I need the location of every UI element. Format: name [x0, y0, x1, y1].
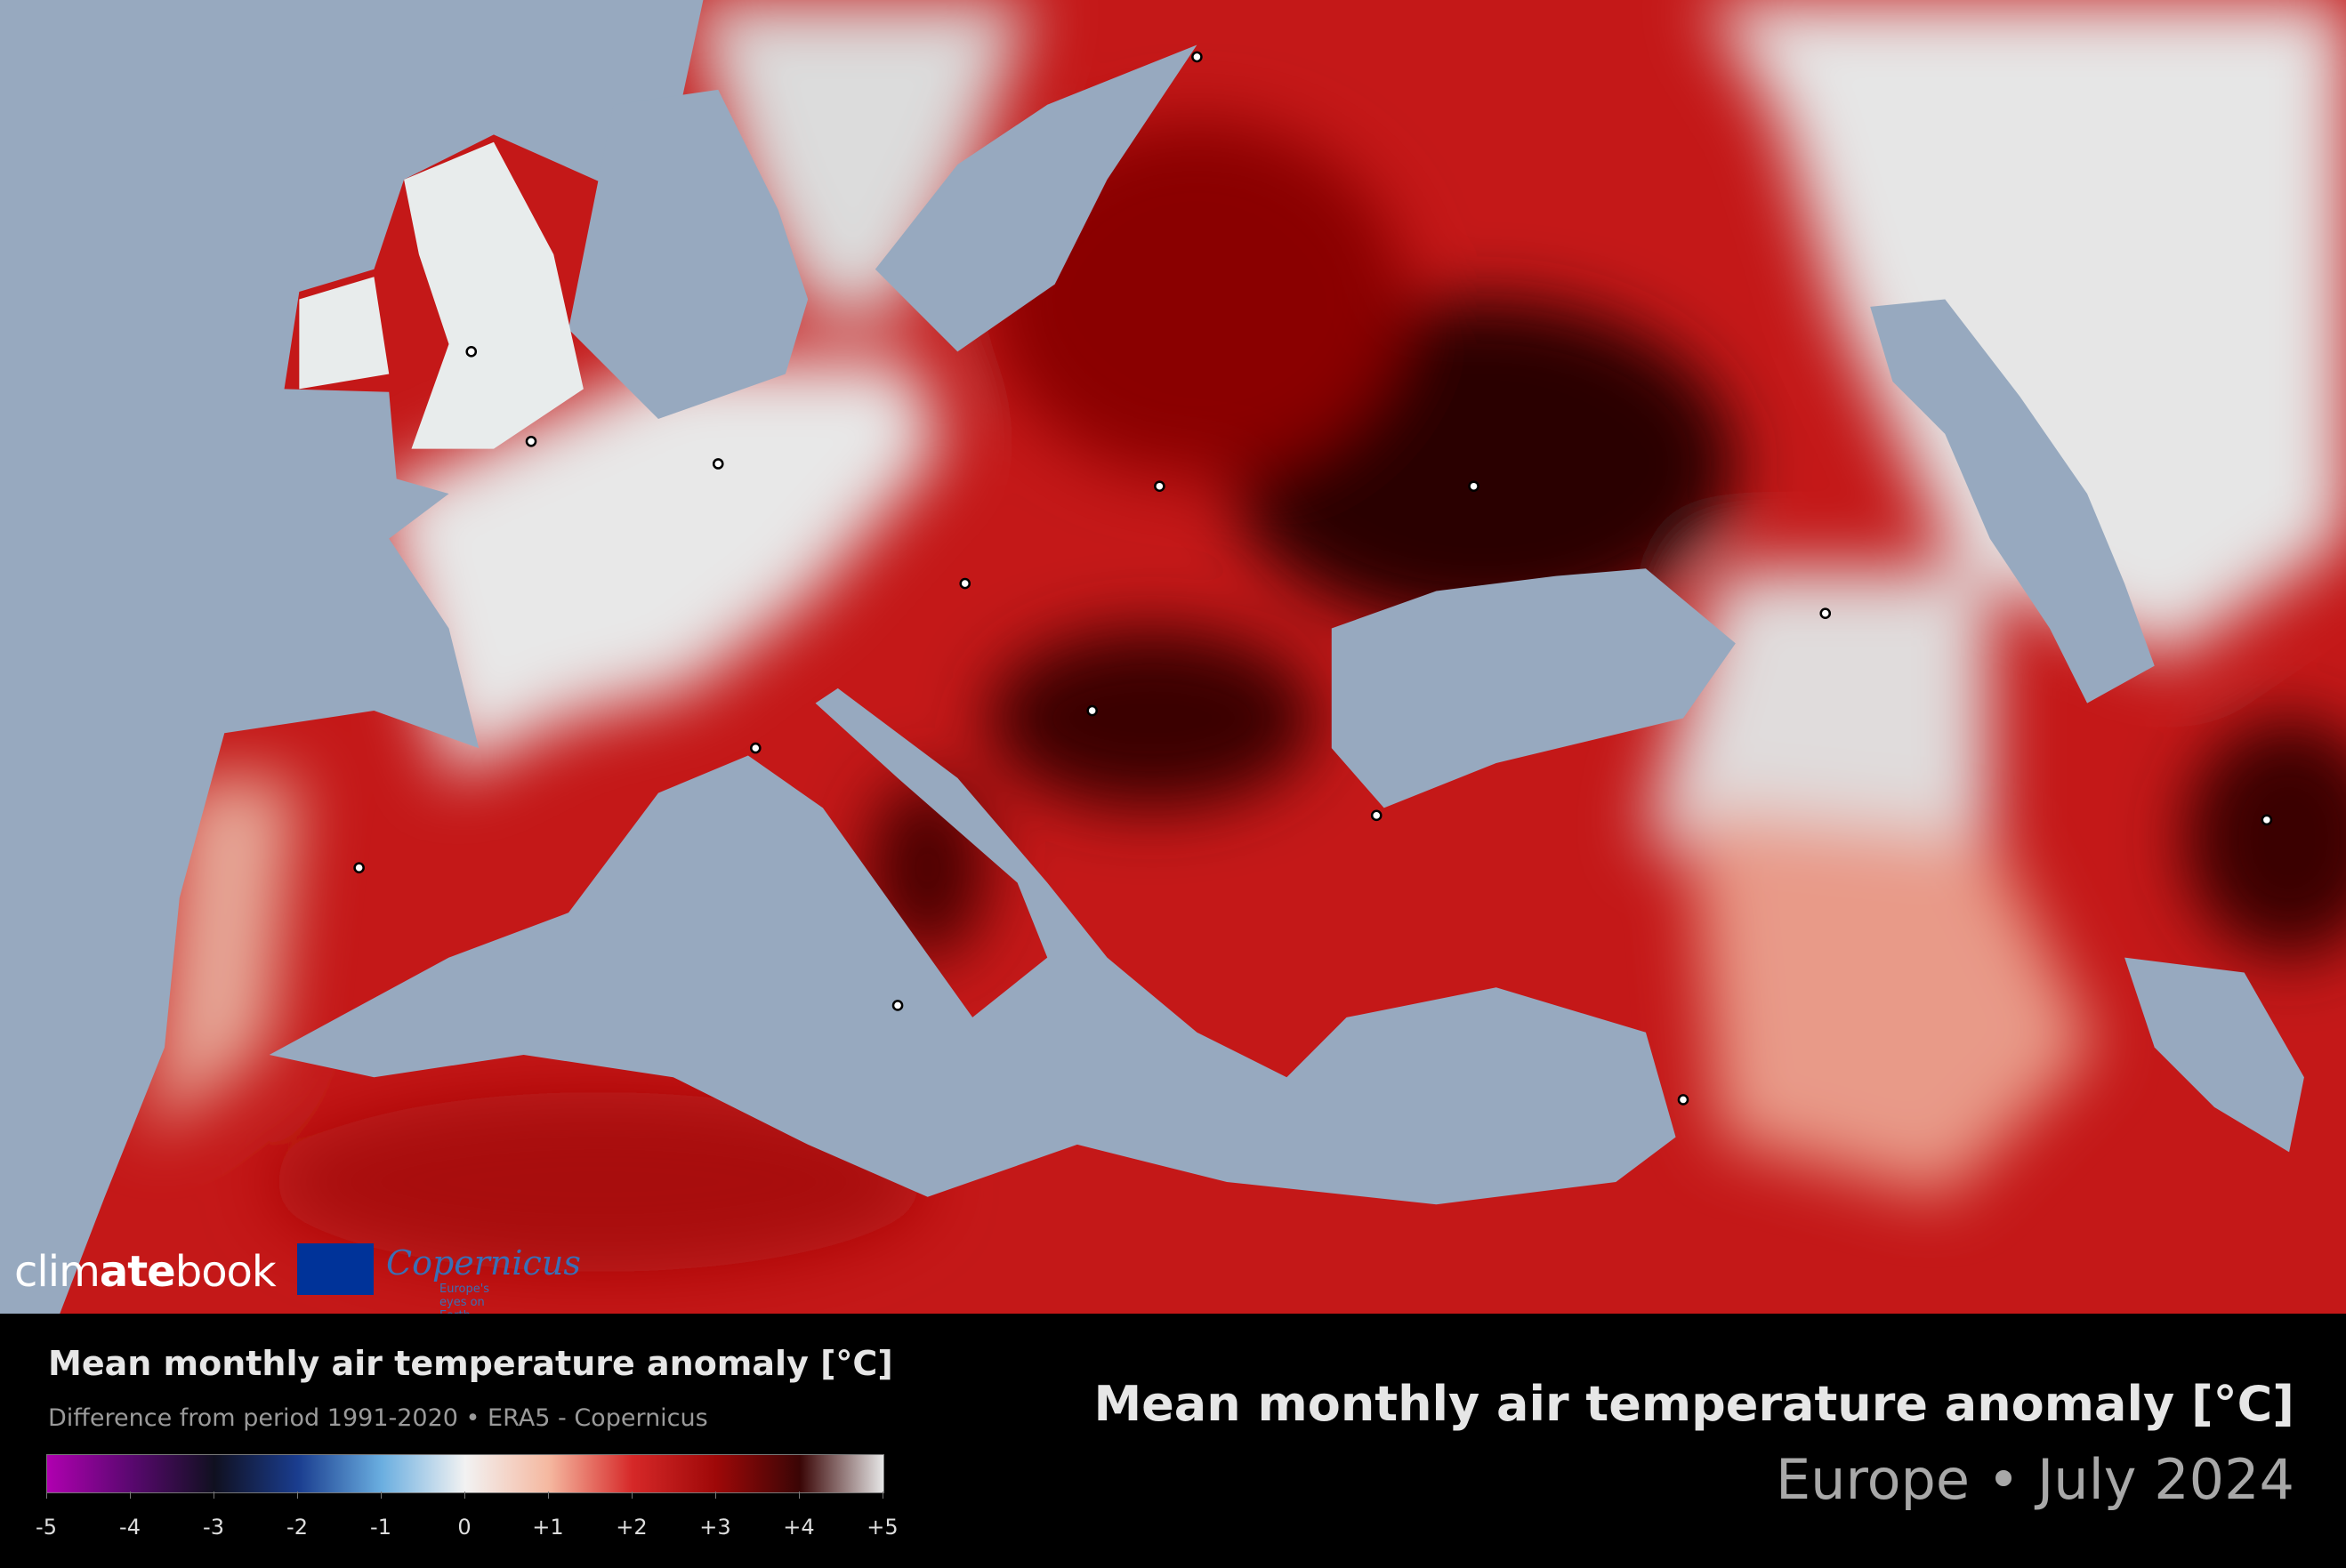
legend-title: Mean monthly air temperature anomaly [°C… — [48, 1344, 893, 1383]
ireland — [299, 277, 390, 390]
legend-panel: Mean monthly air temperature anomaly [°C… — [0, 1314, 2346, 1568]
tick-label: +5 — [867, 1515, 899, 1540]
tick-mark — [799, 1492, 800, 1499]
city-markers — [353, 51, 2273, 1106]
tick-label: -1 — [370, 1515, 391, 1540]
tick-label: 0 — [457, 1515, 472, 1540]
map-subtitle: Europe • July 2024 — [1775, 1447, 2294, 1512]
tick-label: -4 — [119, 1515, 141, 1540]
tick-label: +2 — [616, 1515, 648, 1540]
tick-mark — [548, 1492, 549, 1499]
tick-mark — [381, 1492, 382, 1499]
tick-label: +1 — [532, 1515, 564, 1540]
tick-mark — [130, 1492, 131, 1499]
tick-mark — [464, 1492, 465, 1499]
tick-label: -5 — [36, 1515, 57, 1540]
tick-label: -2 — [286, 1515, 308, 1540]
tick-label: -3 — [203, 1515, 224, 1540]
brand-part: clim — [14, 1247, 101, 1297]
legend-subtitle: Difference from period 1991-2020 • ERA5 … — [48, 1404, 708, 1432]
tick-mark — [297, 1492, 298, 1499]
tick-mark — [46, 1492, 47, 1499]
brand-logo: climatebook — [14, 1247, 277, 1297]
great-britain — [404, 141, 584, 449]
eu-flag — [297, 1243, 374, 1295]
brand-part: book — [174, 1247, 277, 1297]
tick-label: +3 — [699, 1515, 731, 1540]
color-bar-ticks: -5 -4 -3 -2 -1 0 +1 +2 +3 +4 +5 — [36, 1492, 899, 1545]
map-title: Mean monthly air temperature anomaly [°C… — [1093, 1376, 2294, 1432]
tick-label: +4 — [783, 1515, 815, 1540]
anomaly-map — [0, 0, 2346, 1314]
brand-part: ate — [99, 1247, 176, 1297]
partner-logo: Copernicus — [386, 1243, 581, 1283]
color-bar — [46, 1454, 884, 1493]
tick-mark — [715, 1492, 716, 1499]
tick-mark — [632, 1492, 633, 1499]
